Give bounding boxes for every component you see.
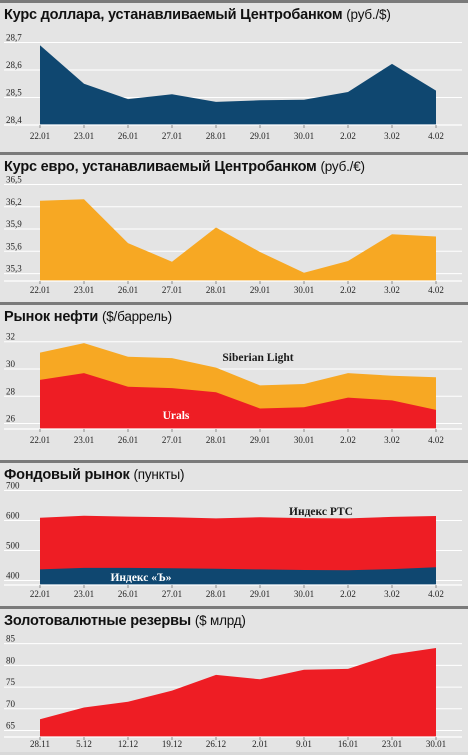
series-area-4 (40, 648, 436, 737)
x-tick-label: 23.01 (74, 589, 94, 599)
usd-rate-chart: 28,7 28,6 28,5 28,4 22.01 23.01 26.01 27.01 28.0… (0, 3, 468, 155)
x-tick-label: 12.12 (118, 739, 138, 749)
y-tick-label: 36,2 (6, 197, 22, 207)
x-tick-label: 23.01 (382, 739, 402, 749)
series-area-1 (40, 199, 436, 281)
y-tick-label: 500 (6, 541, 20, 551)
y-tick-label: 35,6 (6, 241, 22, 251)
y-tick-label: 36,5 (6, 174, 22, 184)
x-tick-label: 2.02 (340, 131, 356, 141)
x-tick-label: 27.01 (162, 589, 182, 599)
oil-market-chart: 32 30 28 26 22.01 23.01 26.01 27.01 28.01 29.01 30… (0, 305, 468, 463)
y-tick-label: 75 (6, 677, 16, 687)
x-tick-label: 22.01 (30, 131, 50, 141)
x-tick-label: 2.02 (340, 435, 356, 445)
x-tick-label: 23.01 (74, 131, 94, 141)
stock-market-chart: 700 600 500 400 22.01 23.01 26.01 27.01 28.01 29.… (0, 463, 468, 609)
y-tick-label: 70 (6, 699, 16, 709)
x-tick-label: 27.01 (162, 435, 182, 445)
x-tick-label: 26.12 (206, 739, 226, 749)
x-tick-label: 9.01 (296, 739, 312, 749)
x-tick-label: 29.01 (250, 589, 270, 599)
x-tick-label: 23.01 (74, 285, 94, 295)
x-tick-label: 28.01 (206, 131, 226, 141)
x-tick-label: 3.02 (384, 131, 400, 141)
series-label: Индекс РТС (289, 506, 353, 518)
x-tick-label: 19.12 (162, 739, 182, 749)
x-tick-label: 30.01 (294, 131, 314, 141)
x-tick-label: 3.02 (384, 589, 400, 599)
y-tick-label: 30 (6, 359, 16, 369)
x-tick-label: 4.02 (428, 435, 444, 445)
x-tick-label: 30.01 (294, 435, 314, 445)
reserves-chart: 85 80 75 70 65 28.11 5.12 12.12 19.12 26.12 2.01 9.… (0, 609, 468, 755)
x-tick-label: 29.01 (250, 435, 270, 445)
eur-rate-panel: Курс евро, устанавливаемый Центробанком … (0, 152, 468, 302)
y-tick-label: 35,3 (6, 264, 22, 274)
y-tick-label: 26 (6, 414, 16, 424)
y-tick-label: 28,5 (6, 88, 22, 98)
series-label: Индекс «Ъ» (110, 572, 171, 584)
eur-rate-chart: 36,5 36,2 35,9 35,6 35,3 22.01 23.01 26.01 27.01… (0, 155, 468, 305)
x-tick-label: 16.01 (338, 739, 358, 749)
x-tick-label: 29.01 (250, 131, 270, 141)
x-tick-label: 26.01 (118, 435, 138, 445)
series-area-0 (40, 45, 436, 125)
x-tick-label: 28.01 (206, 285, 226, 295)
x-tick-label: 4.02 (428, 131, 444, 141)
y-tick-label: 400 (6, 571, 20, 581)
x-tick-label: 28.11 (30, 739, 50, 749)
y-tick-label: 35,9 (6, 219, 22, 229)
y-tick-label: 28,7 (6, 33, 22, 43)
x-tick-label: 5.12 (76, 739, 92, 749)
x-tick-label: 30.01 (426, 739, 446, 749)
series-area-индекс-ъ- (40, 567, 436, 585)
y-tick-label: 80 (6, 655, 16, 665)
x-tick-label: 26.01 (118, 589, 138, 599)
x-tick-label: 28.01 (206, 435, 226, 445)
x-tick-label: 2.01 (252, 739, 268, 749)
y-tick-label: 28 (6, 386, 16, 396)
x-tick-label: 2.02 (340, 589, 356, 599)
usd-rate-panel: Курс доллара, устанавливаемый Центробанк… (0, 0, 468, 152)
x-tick-label: 3.02 (384, 285, 400, 295)
x-tick-label: 4.02 (428, 285, 444, 295)
series-label: Siberian Light (222, 352, 293, 364)
x-tick-label: 26.01 (118, 131, 138, 141)
x-tick-label: 4.02 (428, 589, 444, 599)
y-tick-label: 65 (6, 720, 16, 730)
x-tick-label: 30.01 (294, 285, 314, 295)
y-tick-label: 85 (6, 634, 16, 644)
x-tick-label: 26.01 (118, 285, 138, 295)
y-tick-label: 700 (6, 481, 20, 491)
x-tick-label: 22.01 (30, 285, 50, 295)
x-tick-label: 3.02 (384, 435, 400, 445)
series-label: Urals (163, 410, 190, 422)
x-tick-label: 29.01 (250, 285, 270, 295)
x-tick-label: 27.01 (162, 285, 182, 295)
y-tick-label: 32 (6, 332, 15, 342)
x-tick-label: 2.02 (340, 285, 356, 295)
x-tick-label: 22.01 (30, 589, 50, 599)
y-tick-label: 28,6 (6, 60, 22, 70)
x-tick-label: 22.01 (30, 435, 50, 445)
x-tick-label: 23.01 (74, 435, 94, 445)
y-tick-label: 28,4 (6, 115, 22, 125)
y-tick-label: 600 (6, 511, 20, 521)
x-tick-label: 28.01 (206, 589, 226, 599)
x-tick-label: 27.01 (162, 131, 182, 141)
x-tick-label: 30.01 (294, 589, 314, 599)
